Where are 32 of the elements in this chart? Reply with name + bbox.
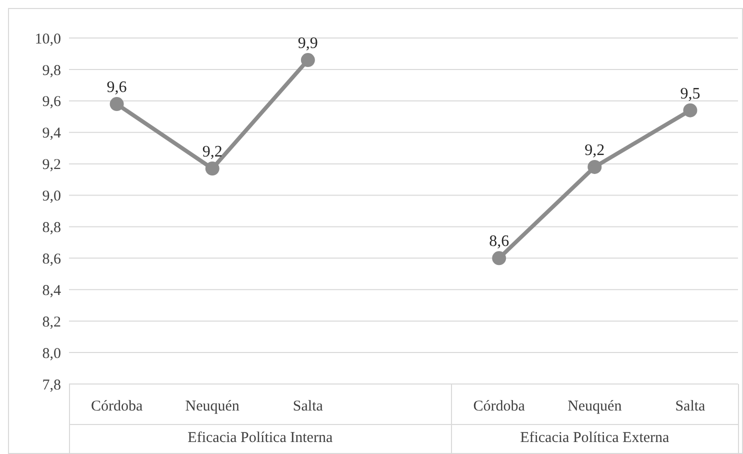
- point: [588, 160, 602, 174]
- data-label: 9,5: [680, 85, 700, 102]
- y-tick-label: 8,4: [42, 282, 62, 299]
- x-tick-label: Neuquén: [185, 398, 240, 415]
- data-label: 8,6: [489, 233, 510, 250]
- x-tick-label: Córdoba: [473, 398, 526, 415]
- y-tick-label: 10,0: [34, 31, 61, 48]
- x-tick-label: Córdoba: [90, 398, 143, 415]
- data-label: 9,2: [584, 142, 605, 159]
- y-tick-label: 7,8: [42, 377, 61, 394]
- y-tick-label: 9,2: [42, 157, 61, 174]
- point: [110, 97, 124, 112]
- x-tick-label: Salta: [292, 398, 324, 415]
- x-tick-label: Salta: [675, 398, 706, 415]
- y-tick-label: 9,6: [42, 94, 62, 110]
- text: Eficacia Política Externa: [519, 430, 670, 447]
- point: [683, 103, 698, 118]
- y-tick-label: 8,6: [42, 252, 62, 268]
- text: Eficacia Política Interna: [186, 430, 334, 447]
- point: [205, 162, 220, 176]
- y-tick-label: 9,4: [42, 126, 62, 142]
- point: [300, 53, 315, 68]
- y-tick-label: 9,8: [42, 62, 61, 79]
- y-tick-label: 8,2: [42, 314, 61, 330]
- data-label: 9,2: [202, 144, 222, 161]
- point: [492, 251, 506, 266]
- y-tick-label: 8,0: [42, 346, 61, 362]
- data-label: 9,6: [106, 79, 127, 96]
- data-label: 9,9: [298, 35, 318, 52]
- y-tick-label: 9,0: [42, 188, 61, 205]
- y-tick-label: 8,8: [42, 220, 61, 236]
- x-tick-label: Neuquén: [568, 398, 622, 415]
